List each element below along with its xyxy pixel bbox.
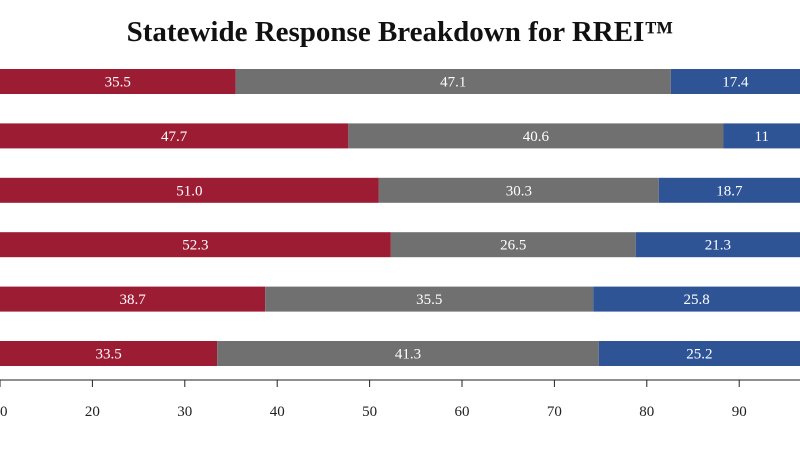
data-label-row1-s1: 35.5	[105, 75, 131, 91]
data-label-row2-s2: 40.6	[523, 129, 550, 145]
bar-segment-row3-s3	[658, 177, 800, 203]
x-tick-label-40: 40	[270, 404, 285, 420]
x-tick-label-20: 20	[85, 404, 100, 420]
bar-segment-row5-s3	[593, 286, 800, 312]
bar-segment-row1-s3	[670, 69, 800, 94]
data-label-row2-s3: 11	[755, 129, 769, 145]
x-tick-label-60: 60	[455, 404, 470, 420]
bar-segment-row1-s2	[235, 69, 671, 94]
bar-segment-row3-s1	[0, 177, 379, 203]
bar-segment-row4-s2	[390, 232, 636, 258]
data-label-row5-s1: 38.7	[119, 292, 146, 308]
x-tick-label-10: 10	[0, 404, 8, 420]
bar-segment-row6-s1	[0, 341, 218, 366]
bar-segment-row1-s1	[0, 69, 236, 94]
x-tick-label-70: 70	[547, 404, 562, 420]
data-label-row3-s2: 30.3	[506, 183, 532, 199]
data-label-row3-s3: 18.7	[716, 183, 743, 199]
bar-segment-row5-s2	[265, 286, 594, 312]
x-tick-label-50: 50	[362, 404, 377, 420]
bar-segment-row4-s3	[635, 232, 800, 258]
data-label-row4-s2: 26.5	[500, 238, 526, 254]
data-label-row5-s2: 35.5	[416, 292, 442, 308]
x-tick-label-80: 80	[639, 404, 654, 420]
x-axis: 10 20 30 40 50 60 70 80 90	[0, 379, 800, 420]
data-label-row6-s1: 33.5	[95, 347, 121, 363]
data-label-row3-s1: 51.0	[176, 183, 202, 199]
data-label-row1-s3: 17.4	[722, 75, 749, 91]
bars-layer	[0, 69, 800, 366]
bar-segment-row5-s1	[0, 286, 266, 312]
bar-segment-row6-s3	[598, 341, 800, 366]
data-labels-layer: 35.5 47.1 17.4 47.7 40.6 11 51.0 30.3 18.7 52.3 26…	[95, 75, 769, 363]
data-label-row6-s3: 25.2	[686, 347, 712, 363]
chart-title: Statewide Response Breakdown for RREI™	[126, 16, 674, 48]
x-tick-label-90: 90	[732, 404, 747, 420]
data-label-row4-s3: 21.3	[705, 238, 731, 254]
data-label-row6-s2: 41.3	[395, 347, 421, 363]
x-tick-label-30: 30	[177, 404, 192, 420]
data-label-row2-s1: 47.7	[161, 129, 188, 145]
bar-segment-row4-s1	[0, 232, 391, 258]
data-label-row4-s1: 52.3	[182, 238, 208, 254]
bar-segment-row2-s2	[348, 123, 724, 149]
bar-segment-row3-s2	[378, 177, 659, 203]
bar-segment-row6-s2	[217, 341, 599, 366]
bar-segment-row2-s3	[723, 123, 800, 149]
bar-segment-row2-s1	[0, 123, 349, 149]
data-label-row1-s2: 47.1	[440, 75, 466, 91]
data-label-row5-s3: 25.8	[683, 292, 709, 308]
